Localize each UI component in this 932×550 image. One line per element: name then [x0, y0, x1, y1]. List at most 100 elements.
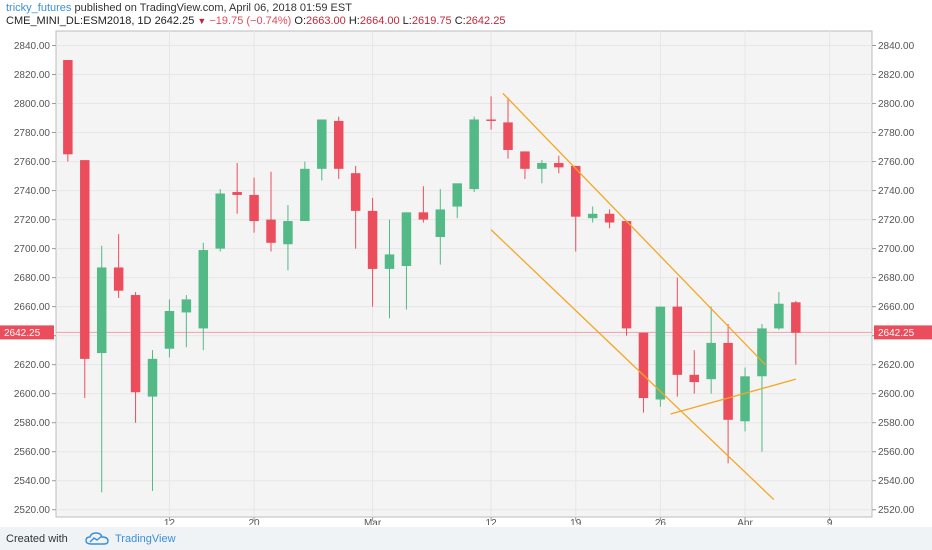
- y-tick-label-right: 2580.00: [878, 418, 915, 429]
- candle-body: [774, 303, 784, 329]
- close-value: 2642.25: [465, 15, 506, 27]
- trend-line: [502, 92, 766, 366]
- y-tick-label-right: 2600.00: [878, 389, 915, 400]
- candle-body: [130, 295, 141, 393]
- tradingview-brand[interactable]: TradingView: [115, 533, 176, 545]
- y-tick-label-left: 2580.00: [14, 418, 51, 429]
- chart-header: tricky_futures published on TradingView.…: [0, 0, 932, 34]
- y-tick-label-left: 2660.00: [14, 302, 51, 313]
- y-tick-label-left: 2700.00: [14, 244, 51, 255]
- y-tick-label-right: 2760.00: [878, 157, 915, 168]
- candle-body: [638, 332, 649, 399]
- x-tick-label: Mar: [364, 518, 382, 525]
- y-tick-label-left: 2600.00: [14, 389, 51, 400]
- x-tick-label: 26: [655, 518, 667, 525]
- candle-body: [113, 267, 124, 291]
- candle-body: [587, 213, 598, 219]
- y-tick-label-left: 2560.00: [14, 447, 51, 458]
- candle-body: [740, 376, 750, 422]
- open-value: 2663.00: [306, 15, 346, 27]
- candle-body: [198, 250, 209, 329]
- y-tick-label-left: 2820.00: [14, 70, 51, 81]
- x-tick-label: 9: [827, 518, 833, 525]
- low-label: L:: [402, 15, 412, 27]
- low-value: 2619.75: [411, 15, 452, 27]
- candle-body: [503, 122, 513, 150]
- candle-body: [452, 183, 462, 207]
- y-tick-label-left: 2680.00: [14, 273, 51, 284]
- candle-body: [367, 210, 378, 269]
- x-tick-label: Apr: [737, 518, 753, 525]
- high-label: H:: [348, 15, 360, 27]
- x-tick-label: 12: [164, 518, 176, 525]
- down-triangle-icon: ▼: [197, 16, 207, 26]
- y-tick-label-right: 2800.00: [878, 99, 915, 110]
- candle-body: [96, 267, 107, 354]
- candlestick-chart[interactable]: 2520.00 2520.00 2540.00 2540.00 2560.00 2560.…: [0, 28, 932, 525]
- created-with-text: Created with: [6, 533, 68, 545]
- candle-body: [537, 163, 547, 169]
- y-tick-label-right: 2520.00: [878, 505, 915, 516]
- candle-body: [418, 212, 429, 220]
- candle-body: [350, 173, 361, 211]
- y-tick-label-left: 2620.00: [14, 360, 51, 371]
- y-tick-label-right: 2720.00: [878, 215, 915, 226]
- candle-body: [469, 119, 479, 190]
- footer-bar: Created with TradingView: [0, 527, 932, 550]
- candle-body: [164, 310, 175, 349]
- y-tick-label-right: 2560.00: [878, 447, 915, 458]
- last-price-tag-left: [0, 325, 54, 340]
- candle-body: [486, 119, 496, 121]
- y-tick-label-left: 2840.00: [14, 41, 51, 52]
- x-tick-label: 12: [486, 518, 498, 525]
- y-tick-label-right: 2740.00: [878, 186, 915, 197]
- y-tick-label-right: 2700.00: [878, 244, 915, 255]
- candle-body: [300, 168, 310, 222]
- candle-body: [791, 302, 801, 333]
- plot-area: [55, 30, 873, 518]
- candle-body: [181, 299, 192, 313]
- last-price-value: 2642.25: [154, 15, 195, 27]
- candle-body: [63, 60, 73, 155]
- candle-body: [757, 328, 767, 377]
- candle-body: [215, 193, 225, 249]
- close-label: C:: [454, 15, 466, 27]
- trend-line: [670, 378, 796, 415]
- candle-body: [706, 342, 716, 380]
- published-text: published on TradingView.com, April 06, …: [74, 2, 352, 14]
- y-tick-label-right: 2680.00: [878, 273, 915, 284]
- y-tick-label-left: 2760.00: [14, 157, 51, 168]
- candle-body: [401, 212, 412, 267]
- candle-body: [570, 165, 581, 217]
- last-price-label-left: 2642.25: [4, 328, 41, 339]
- candle-body: [689, 374, 699, 383]
- y-tick-label-left: 2720.00: [14, 215, 51, 226]
- author-link[interactable]: tricky_futures: [6, 2, 72, 14]
- candle-body: [520, 151, 530, 169]
- candle-body: [604, 213, 615, 223]
- candle-body: [266, 219, 276, 243]
- candle-body: [80, 160, 90, 359]
- y-tick-label-right: 2820.00: [878, 70, 915, 81]
- candle-body: [333, 120, 344, 169]
- symbol-line: CME_MINI_DL:ESM2018, 1D 2642.25 ▼ −19.75…: [6, 15, 505, 27]
- change-value: −19.75 (−0.74%): [209, 15, 292, 27]
- last-price-tag-right: [874, 325, 932, 340]
- candle-body: [621, 221, 632, 329]
- y-tick-label-left: 2520.00: [14, 505, 51, 516]
- symbol-label: CME_MINI_DL:ESM2018, 1D: [6, 15, 152, 27]
- candle-body: [554, 163, 564, 168]
- x-tick-label: 20: [249, 518, 261, 525]
- y-tick-label-right: 2620.00: [878, 360, 915, 371]
- y-tick-label-right: 2540.00: [878, 476, 915, 487]
- open-label: O:: [294, 15, 307, 27]
- candle-body: [655, 306, 666, 400]
- y-tick-label-left: 2800.00: [14, 99, 51, 110]
- publish-line: tricky_futures published on TradingView.…: [6, 2, 352, 14]
- candle-body: [283, 221, 293, 245]
- y-tick-label-left: 2540.00: [14, 476, 51, 487]
- candle-body: [317, 119, 327, 169]
- tradingview-cloud-icon: [85, 532, 109, 545]
- trend-line: [490, 229, 775, 501]
- x-tick-label: 19: [570, 518, 582, 525]
